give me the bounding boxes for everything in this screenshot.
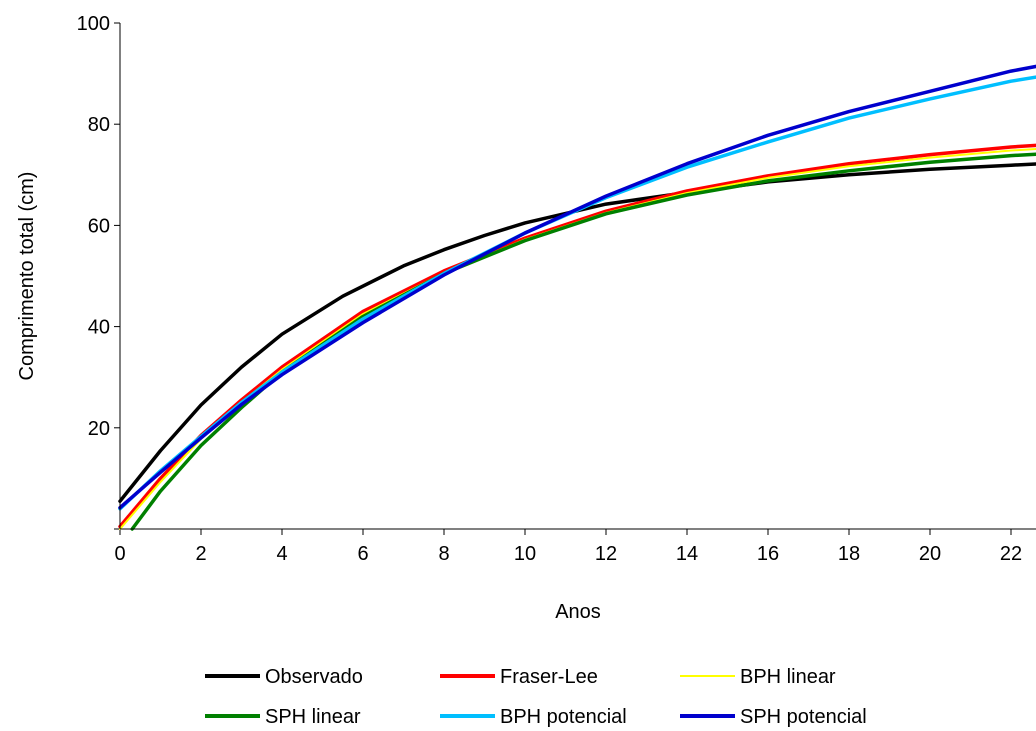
series-line-bph-linear <box>120 148 1036 529</box>
y-tick-label: 80 <box>88 114 110 136</box>
legend-item-sph-linear: SPH linear <box>205 706 361 728</box>
x-tick-label: 18 <box>838 543 860 565</box>
series-line-observado <box>120 163 1036 501</box>
y-tick-label: 40 <box>88 317 110 339</box>
x-axis-ticks: 0 2 4 6 8 10 12 14 16 18 20 22 <box>114 529 1022 565</box>
legend: Observado Fraser-Lee BPH linear SPH linear B… <box>205 666 867 728</box>
legend-label: Fraser-Lee <box>500 666 598 688</box>
legend-label: BPH potencial <box>500 706 627 728</box>
x-tick-label: 10 <box>514 543 536 565</box>
x-tick-label: 16 <box>757 543 779 565</box>
y-tick-label: 100 <box>77 13 110 35</box>
x-tick-label: 4 <box>276 543 287 565</box>
y-tick-label: 60 <box>88 215 110 237</box>
x-tick-label: 12 <box>595 543 617 565</box>
y-tick-label: 20 <box>88 418 110 440</box>
x-tick-label: 2 <box>195 543 206 565</box>
x-tick-label: 20 <box>919 543 941 565</box>
legend-item-bph-potencial: BPH potencial <box>440 706 627 728</box>
y-axis-ticks: 20 40 60 80 100 <box>77 13 120 529</box>
plot-lines <box>120 64 1036 530</box>
x-tick-label: 8 <box>438 543 449 565</box>
x-tick-label: 14 <box>676 543 698 565</box>
legend-item-sph-potencial: SPH potencial <box>680 706 867 728</box>
legend-item-bph-linear: BPH linear <box>680 666 836 688</box>
x-tick-label: 22 <box>1000 543 1022 565</box>
x-tick-label: 6 <box>357 543 368 565</box>
legend-label: Observado <box>265 666 363 688</box>
series-line-sph-potencial <box>120 64 1036 508</box>
y-axis-title: Comprimento total (cm) <box>16 172 38 381</box>
series-line-fraser-lee <box>120 144 1036 526</box>
x-axis-title: Anos <box>555 601 601 623</box>
legend-item-fraser-lee: Fraser-Lee <box>440 666 598 688</box>
legend-label: SPH linear <box>265 706 361 728</box>
legend-label: BPH linear <box>740 666 836 688</box>
x-tick-label: 0 <box>114 543 125 565</box>
legend-item-observado: Observado <box>205 666 363 688</box>
legend-label: SPH potencial <box>740 706 867 728</box>
series-line-bph-potencial <box>120 75 1036 509</box>
